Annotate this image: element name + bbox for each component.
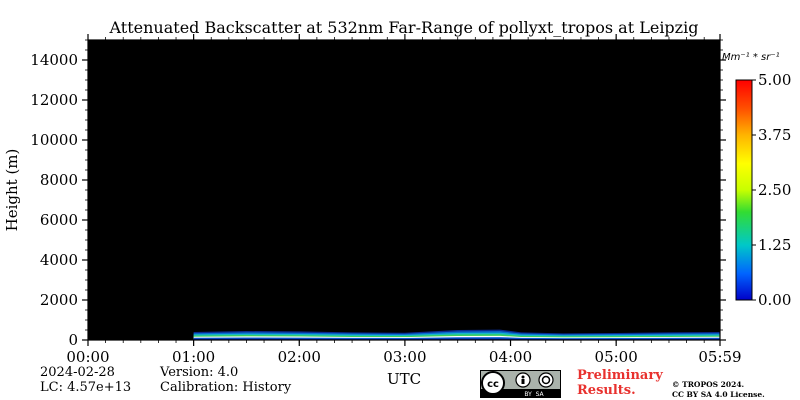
x-tick-label: 05:59 bbox=[698, 348, 741, 366]
colorbar-tick-label: 2.50 bbox=[758, 181, 791, 199]
preliminary-line-2: Results. bbox=[577, 383, 636, 398]
copyright-line-2: CC BY SA 4.0 License. bbox=[672, 390, 765, 399]
y-tick-label: 4000 bbox=[40, 251, 78, 269]
colorbar-tick-label: 3.75 bbox=[758, 126, 791, 144]
y-tick-label: 0 bbox=[68, 331, 78, 349]
colorbar-tick-label: 1.25 bbox=[758, 236, 791, 254]
cc-by-sa-license-badge[interactable]: cc BY SA bbox=[480, 370, 561, 398]
chart-title: Attenuated Backscatter at 532nm Far-Rang… bbox=[109, 18, 699, 37]
colorbar-ticks: 0.00 1.25 2.50 3.75 5.00 bbox=[752, 71, 791, 309]
x-tick-label: 05:00 bbox=[595, 348, 638, 366]
x-tick-label: 01:00 bbox=[172, 348, 215, 366]
x-tick-label: 03:00 bbox=[383, 348, 426, 366]
copyright-line-1: © TROPOS 2024. bbox=[672, 380, 745, 389]
y-axis-label: Height (m) bbox=[3, 149, 21, 232]
backscatter-signal-layer bbox=[193, 329, 720, 340]
footer-date: 2024-02-28 bbox=[40, 365, 115, 380]
y-tick-label: 10000 bbox=[30, 131, 78, 149]
y-tick-label: 6000 bbox=[40, 211, 78, 229]
y-tick-label: 2000 bbox=[40, 291, 78, 309]
y-tick-label: 14000 bbox=[30, 51, 78, 69]
preliminary-line-1: Preliminary bbox=[577, 368, 663, 383]
plot-area bbox=[88, 40, 720, 340]
x-tick-label: 04:00 bbox=[489, 348, 532, 366]
x-axis-label: UTC bbox=[387, 370, 421, 388]
preliminary-results-note: Preliminary Results. bbox=[577, 368, 663, 398]
cc-badge-text: BY SA bbox=[524, 391, 544, 398]
svg-text:cc: cc bbox=[487, 379, 499, 390]
x-tick-label: 02:00 bbox=[278, 348, 321, 366]
y-tick-label: 12000 bbox=[30, 91, 78, 109]
copyright-note: © TROPOS 2024. CC BY SA 4.0 License. bbox=[672, 380, 765, 400]
footer-version: Version: 4.0 bbox=[160, 365, 239, 380]
y-tick-label: 8000 bbox=[40, 171, 78, 189]
footer-lc: LC: 4.57e+13 bbox=[40, 380, 132, 395]
x-tick-label: 00:00 bbox=[66, 348, 109, 366]
colorbar-tick-label: 0.00 bbox=[758, 291, 791, 309]
y-axis: 0 2000 4000 6000 8000 10000 12000 14000 bbox=[30, 39, 726, 349]
colorbar-tick-label: 5.00 bbox=[758, 71, 791, 89]
x-axis: 00:00 01:00 02:00 03:00 04:00 05:00 05:59 bbox=[66, 34, 742, 366]
colorbar bbox=[735, 79, 753, 301]
footer-calibration: Calibration: History bbox=[160, 380, 292, 395]
colorbar-unit-label: Mm⁻¹ * sr⁻¹ bbox=[722, 52, 780, 63]
